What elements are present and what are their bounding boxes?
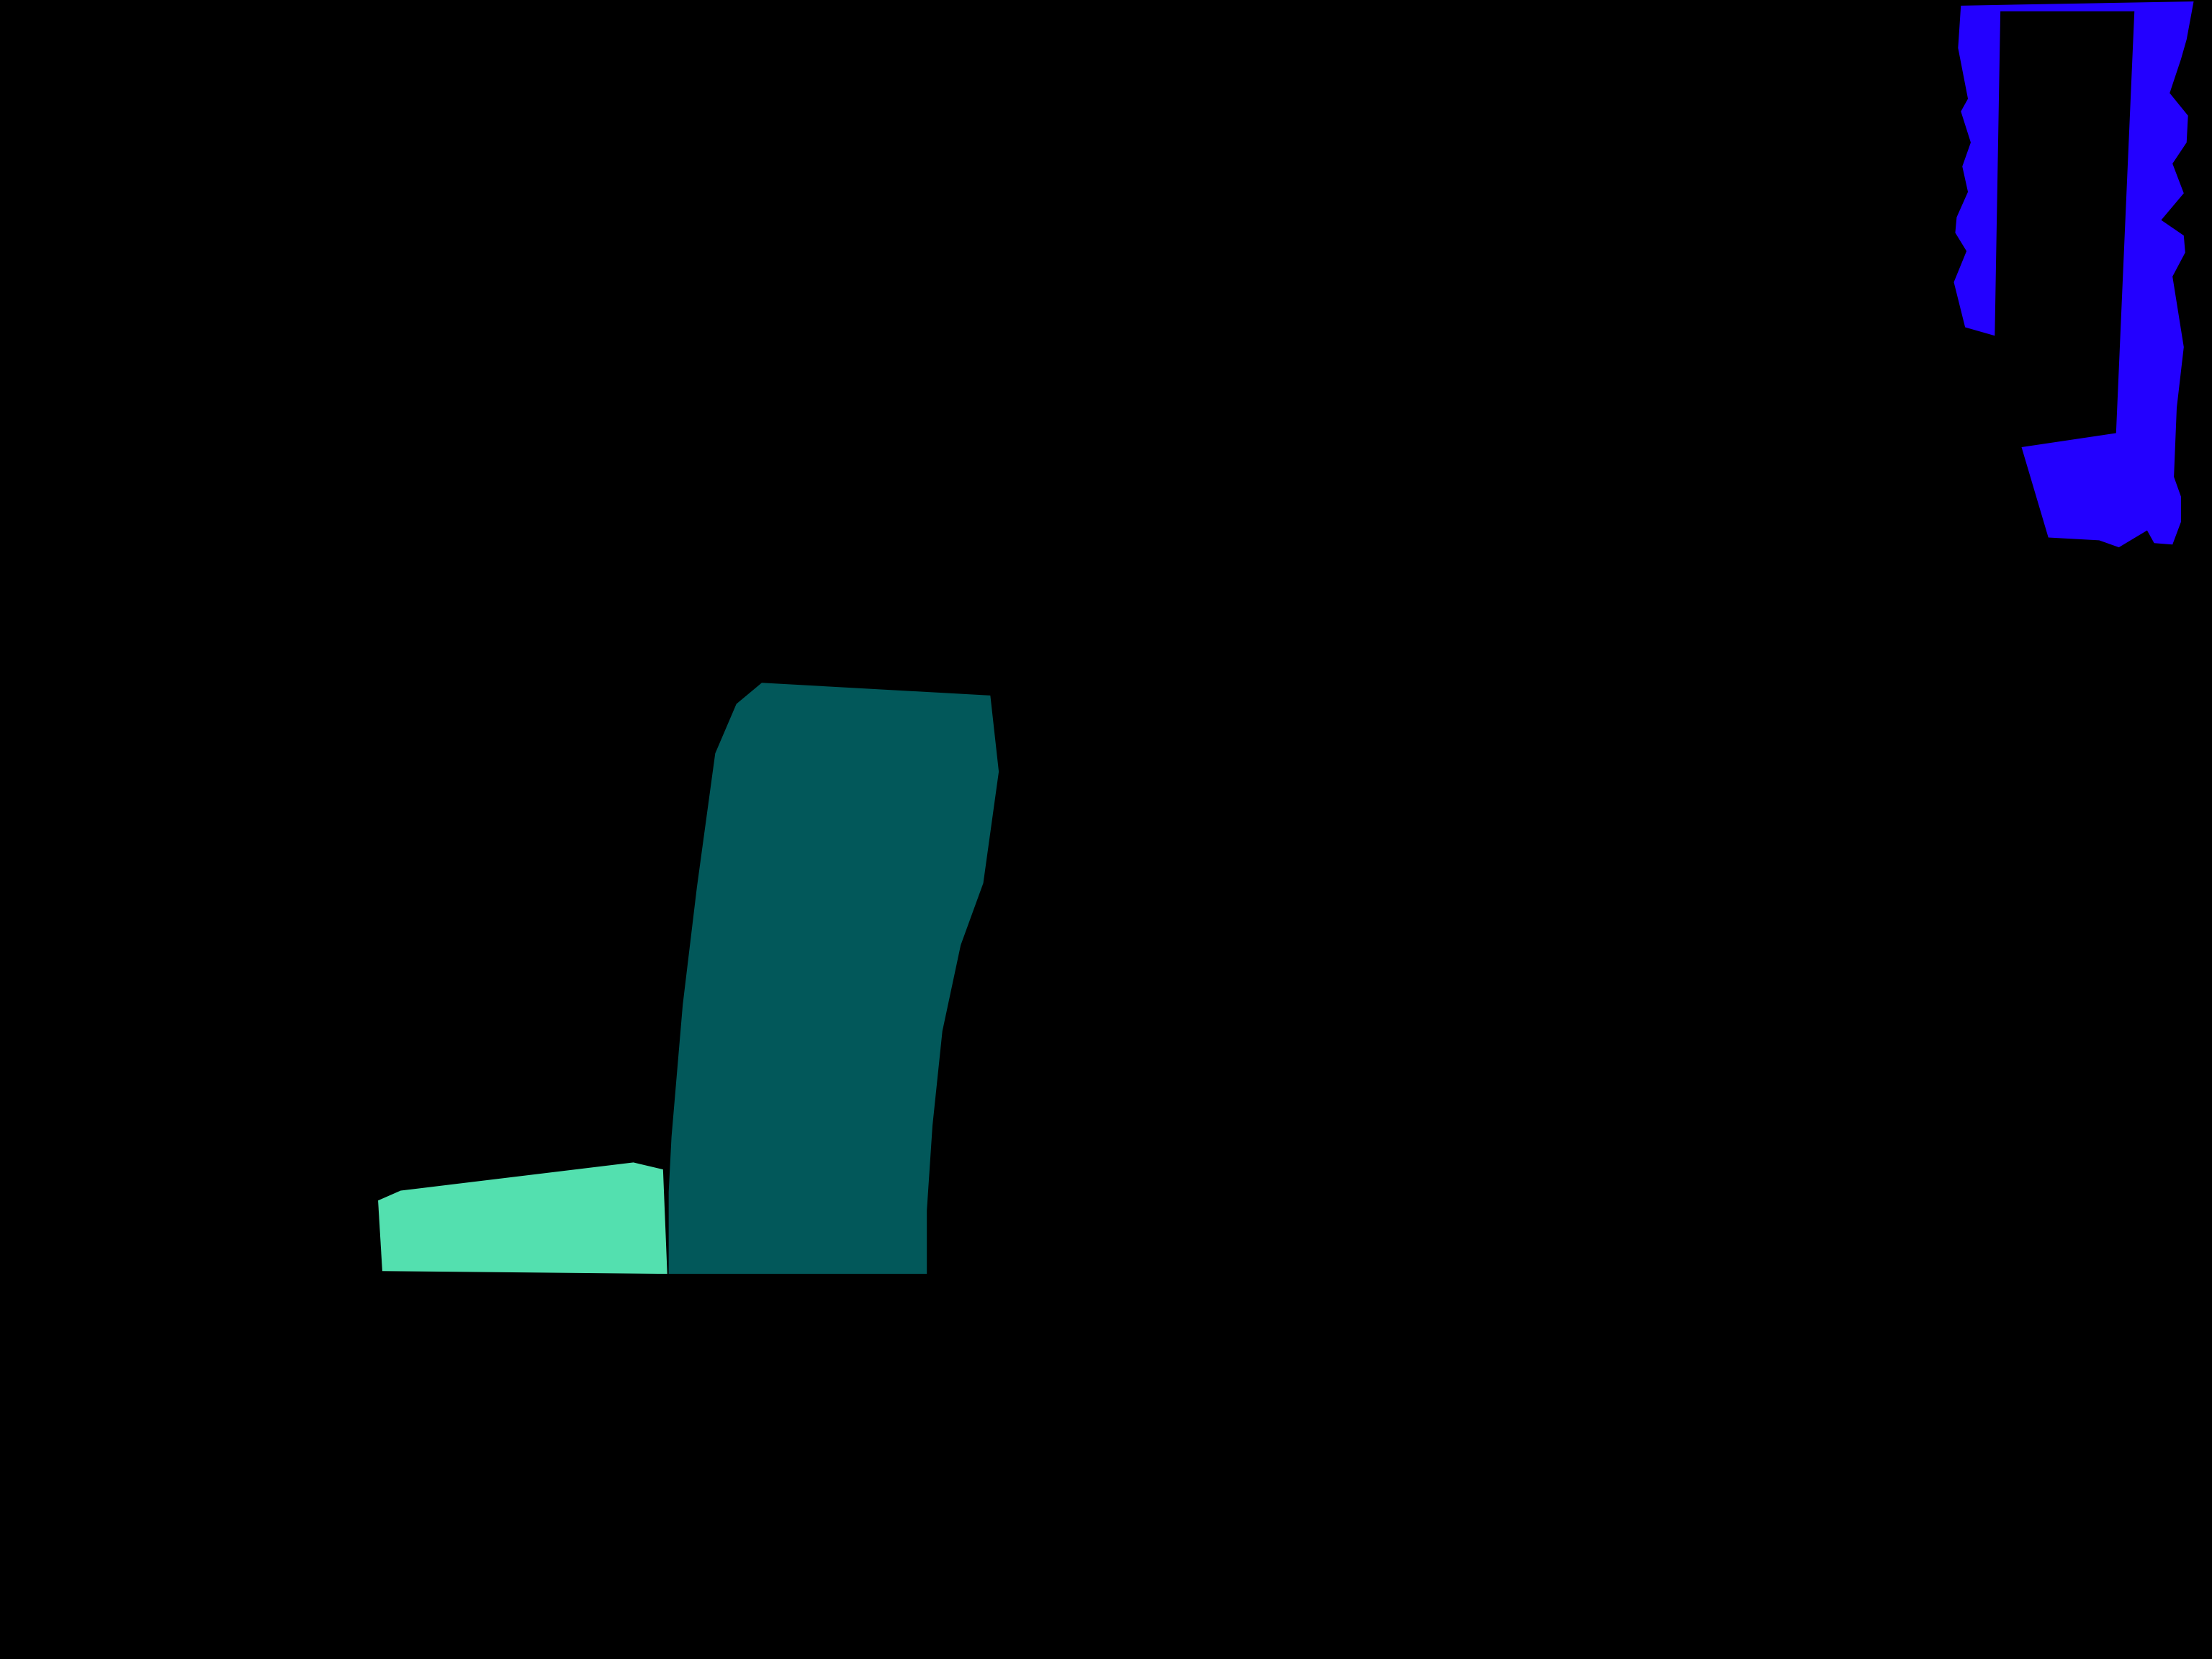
- light-green-region: [378, 1162, 667, 1274]
- blue-region: [1954, 1, 2194, 548]
- dark-teal-region: [668, 683, 999, 1274]
